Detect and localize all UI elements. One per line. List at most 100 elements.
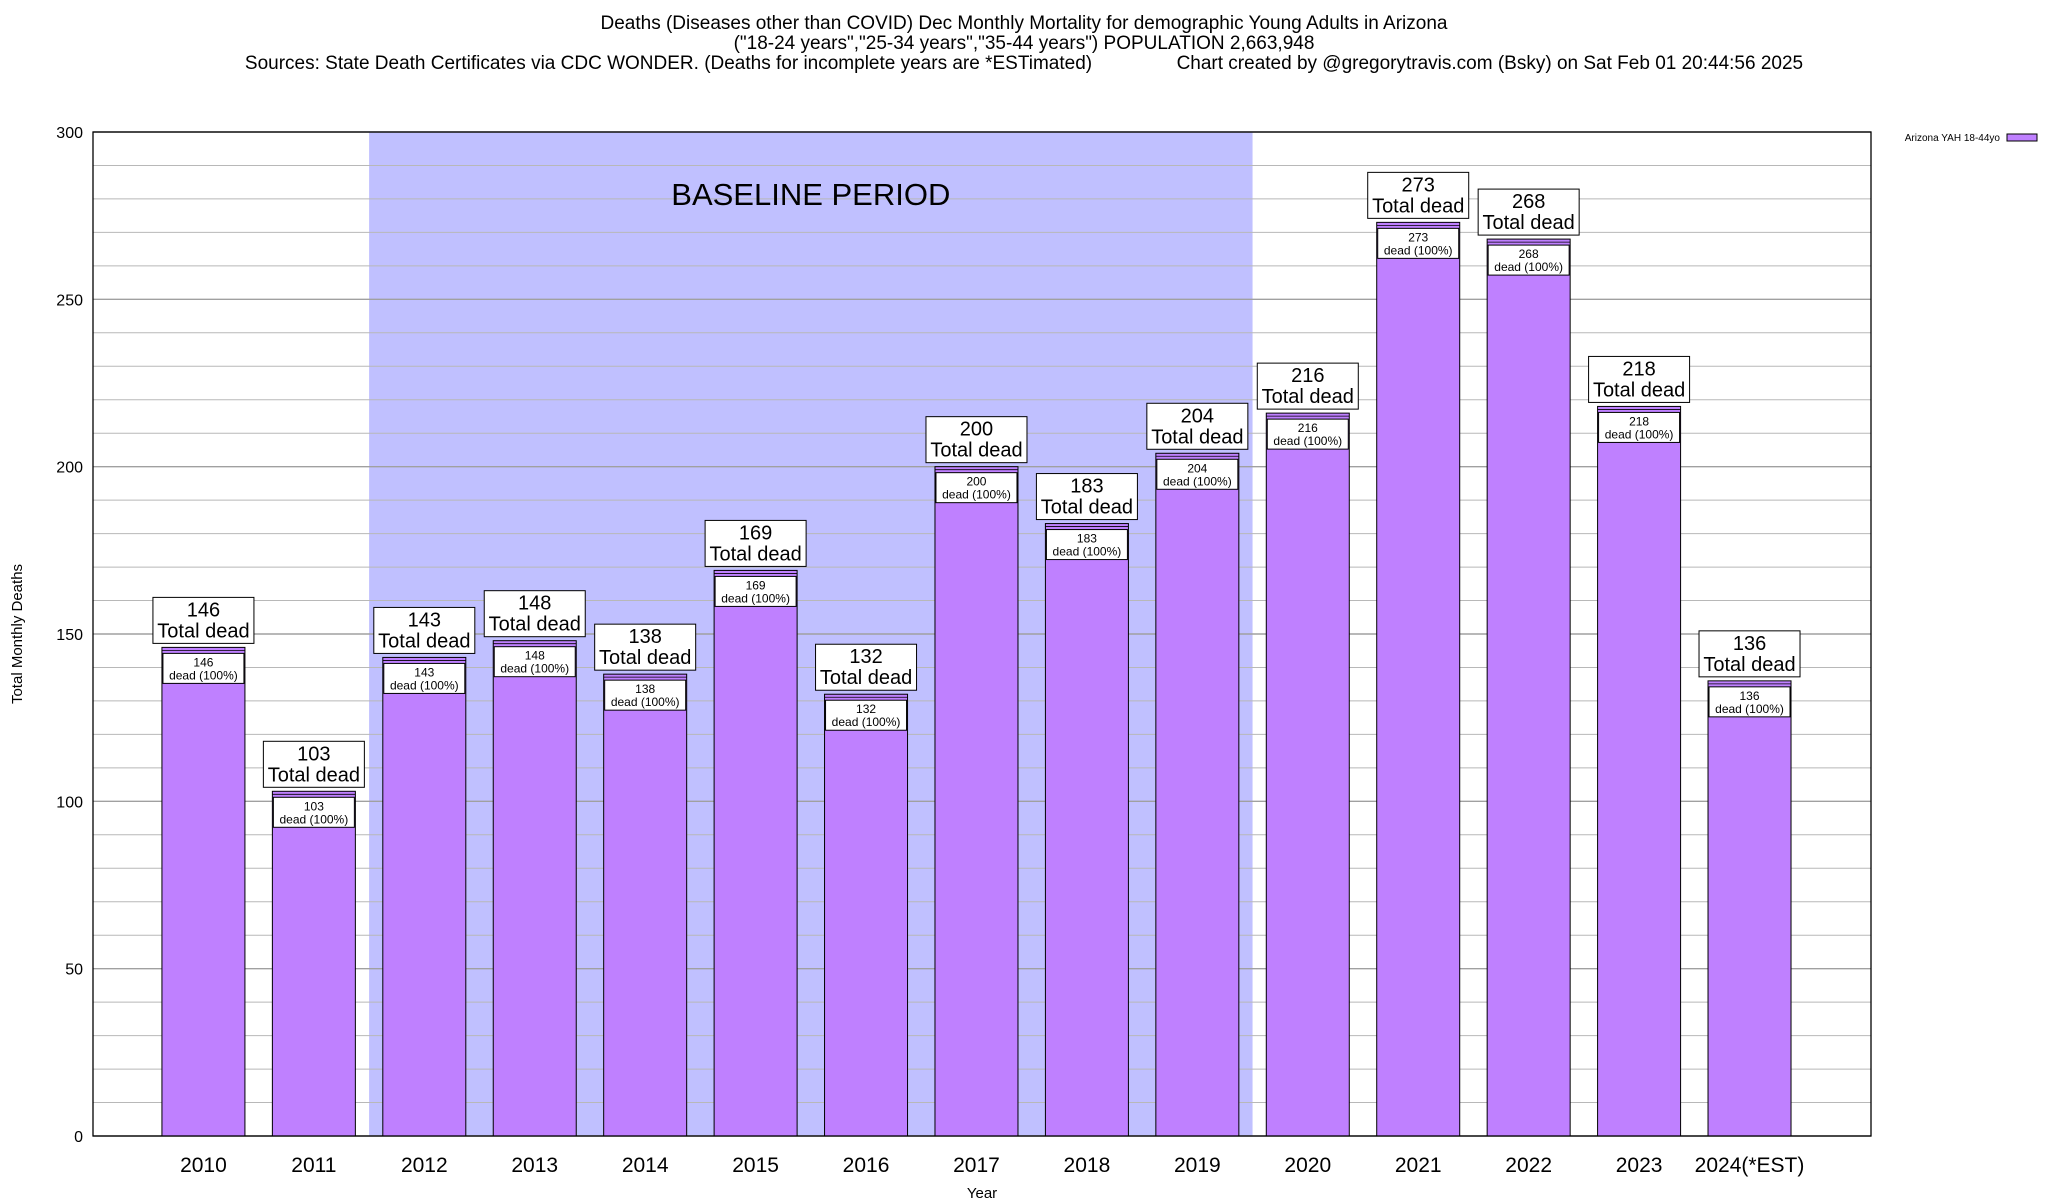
bar-top-label-box (925, 416, 1028, 464)
bar-top-caption: Total dead (268, 764, 360, 786)
bar-inner-label-box (272, 796, 355, 828)
bar-top-caption: Total dead (1593, 379, 1685, 401)
y-tick-label: 0 (74, 1129, 83, 1146)
bar-inner-value: 183 (1077, 532, 1097, 546)
bar (824, 693, 909, 1137)
bar-inner-label-box (493, 646, 576, 678)
bar-inner-caption: dead (100%) (721, 591, 790, 605)
bar-inner-caption: dead (100%) (1384, 243, 1453, 257)
bar-top-label-box (594, 623, 697, 671)
chart-sources: Sources: State Death Certificates via CD… (244, 53, 1093, 74)
x-tick-label: 2010 (180, 1154, 227, 1177)
x-tick-label: 2011 (291, 1154, 336, 1177)
bar-top-label-box (815, 643, 918, 691)
bar-top-caption: Total dead (820, 667, 912, 689)
bar (603, 673, 688, 1137)
bar-top-value: 132 (849, 646, 882, 668)
y-axis-title: Total Monthly Deaths (9, 564, 26, 704)
x-tick-label: 2021 (1395, 1154, 1442, 1177)
bar-inner-label-box (162, 652, 245, 684)
bar-top-label-box (1588, 355, 1691, 403)
bar (492, 640, 577, 1137)
bar-top-caption: Total dead (1151, 426, 1243, 448)
x-tick-label: 2015 (732, 1154, 779, 1177)
bar-top-value: 204 (1181, 405, 1214, 427)
bar-top-value: 169 (739, 522, 772, 544)
bar-inner-label-box (1487, 244, 1570, 276)
bar-top-label-box (1256, 362, 1359, 410)
bar-inner-caption: dead (100%) (500, 662, 569, 676)
chart-header: Deaths (Diseases other than COVID) Dec M… (0, 14, 2048, 74)
bar (1155, 452, 1240, 1137)
bar-top-caption: Total dead (599, 647, 691, 669)
plot-border (92, 131, 1872, 1137)
bar-top-value: 183 (1070, 476, 1103, 498)
bar-top-label-box (704, 519, 807, 567)
bar-inner-value: 218 (1629, 414, 1649, 428)
y-tick-label: 100 (56, 794, 83, 811)
bar-inner-label-box (1598, 411, 1681, 443)
bar-inner-caption: dead (100%) (390, 678, 459, 692)
bar-top-label-box (1035, 473, 1138, 521)
bar-top-value: 216 (1291, 365, 1324, 387)
bar-top-caption: Total dead (489, 614, 581, 636)
bar-inner-label-box (714, 575, 797, 607)
bar (934, 466, 1019, 1137)
x-axis-title: Year (967, 1185, 997, 1200)
bar-inner-value: 103 (304, 799, 324, 813)
bar-inner-caption: dead (100%) (1715, 702, 1784, 716)
bar (713, 569, 798, 1137)
x-tick-label: 2023 (1616, 1154, 1663, 1177)
bar-top-label-box (1698, 630, 1801, 678)
bar-inner-caption: dead (100%) (611, 695, 680, 709)
bar-top-label-box (262, 740, 365, 788)
x-tick-label: 2019 (1174, 1154, 1221, 1177)
bar-inner-label-box (604, 679, 687, 711)
bar-top-caption: Total dead (378, 630, 470, 652)
x-tick-label: 2022 (1505, 1154, 1552, 1177)
bar-inner-value: 148 (525, 649, 545, 663)
bar-inner-label-box (1156, 458, 1239, 490)
bar-inner-value: 169 (746, 578, 766, 592)
bar-inner-caption: dead (100%) (1163, 474, 1232, 488)
x-tick-label: 2013 (511, 1154, 558, 1177)
bar-top-caption: Total dead (1041, 497, 1133, 519)
bar (161, 646, 246, 1137)
chart-title: Deaths (Diseases other than COVID) Dec M… (600, 13, 1448, 34)
bar-inner-label-box (1708, 686, 1791, 718)
bar-top-label-box (373, 606, 476, 654)
bar-top-caption: Total dead (1372, 195, 1464, 217)
y-tick-label: 150 (56, 627, 83, 644)
bar (1376, 221, 1461, 1137)
bar-inner-value: 138 (635, 682, 655, 696)
bar-top-label-box (152, 596, 255, 644)
y-tick-label: 250 (56, 292, 83, 309)
bar (1044, 523, 1129, 1137)
x-tick-label: 2017 (953, 1154, 1000, 1177)
bar-top-value: 200 (960, 419, 993, 441)
bar-top-label-box (483, 590, 586, 638)
bar-top-label-box (1146, 402, 1249, 450)
bar-inner-caption: dead (100%) (169, 668, 238, 682)
bar-top-label-box (1367, 171, 1470, 219)
bar (382, 656, 467, 1137)
bar-top-value: 143 (408, 609, 441, 631)
bar-inner-value: 143 (414, 665, 434, 679)
x-tick-label: 2016 (843, 1154, 890, 1177)
bar-top-value: 136 (1733, 633, 1766, 655)
bar-top-value: 103 (297, 743, 330, 765)
bar-inner-value: 146 (193, 655, 213, 669)
bar-top-value: 146 (187, 599, 220, 621)
bar-top-value: 148 (518, 593, 551, 615)
bar-inner-label-box (1377, 227, 1460, 259)
y-tick-label: 200 (56, 460, 83, 477)
x-tick-label: 2014 (622, 1154, 669, 1177)
legend-label: Arizona YAH 18-44yo (1905, 133, 2001, 144)
bar-inner-value: 204 (1187, 461, 1207, 475)
chart-credit: Chart created by @gregorytravis.com (Bsk… (1176, 53, 1804, 74)
bar-inner-value: 273 (1408, 230, 1428, 244)
bar-inner-label-box (383, 662, 466, 694)
bar-inner-caption: dead (100%) (1494, 260, 1563, 274)
y-tick-label: 300 (56, 125, 83, 142)
